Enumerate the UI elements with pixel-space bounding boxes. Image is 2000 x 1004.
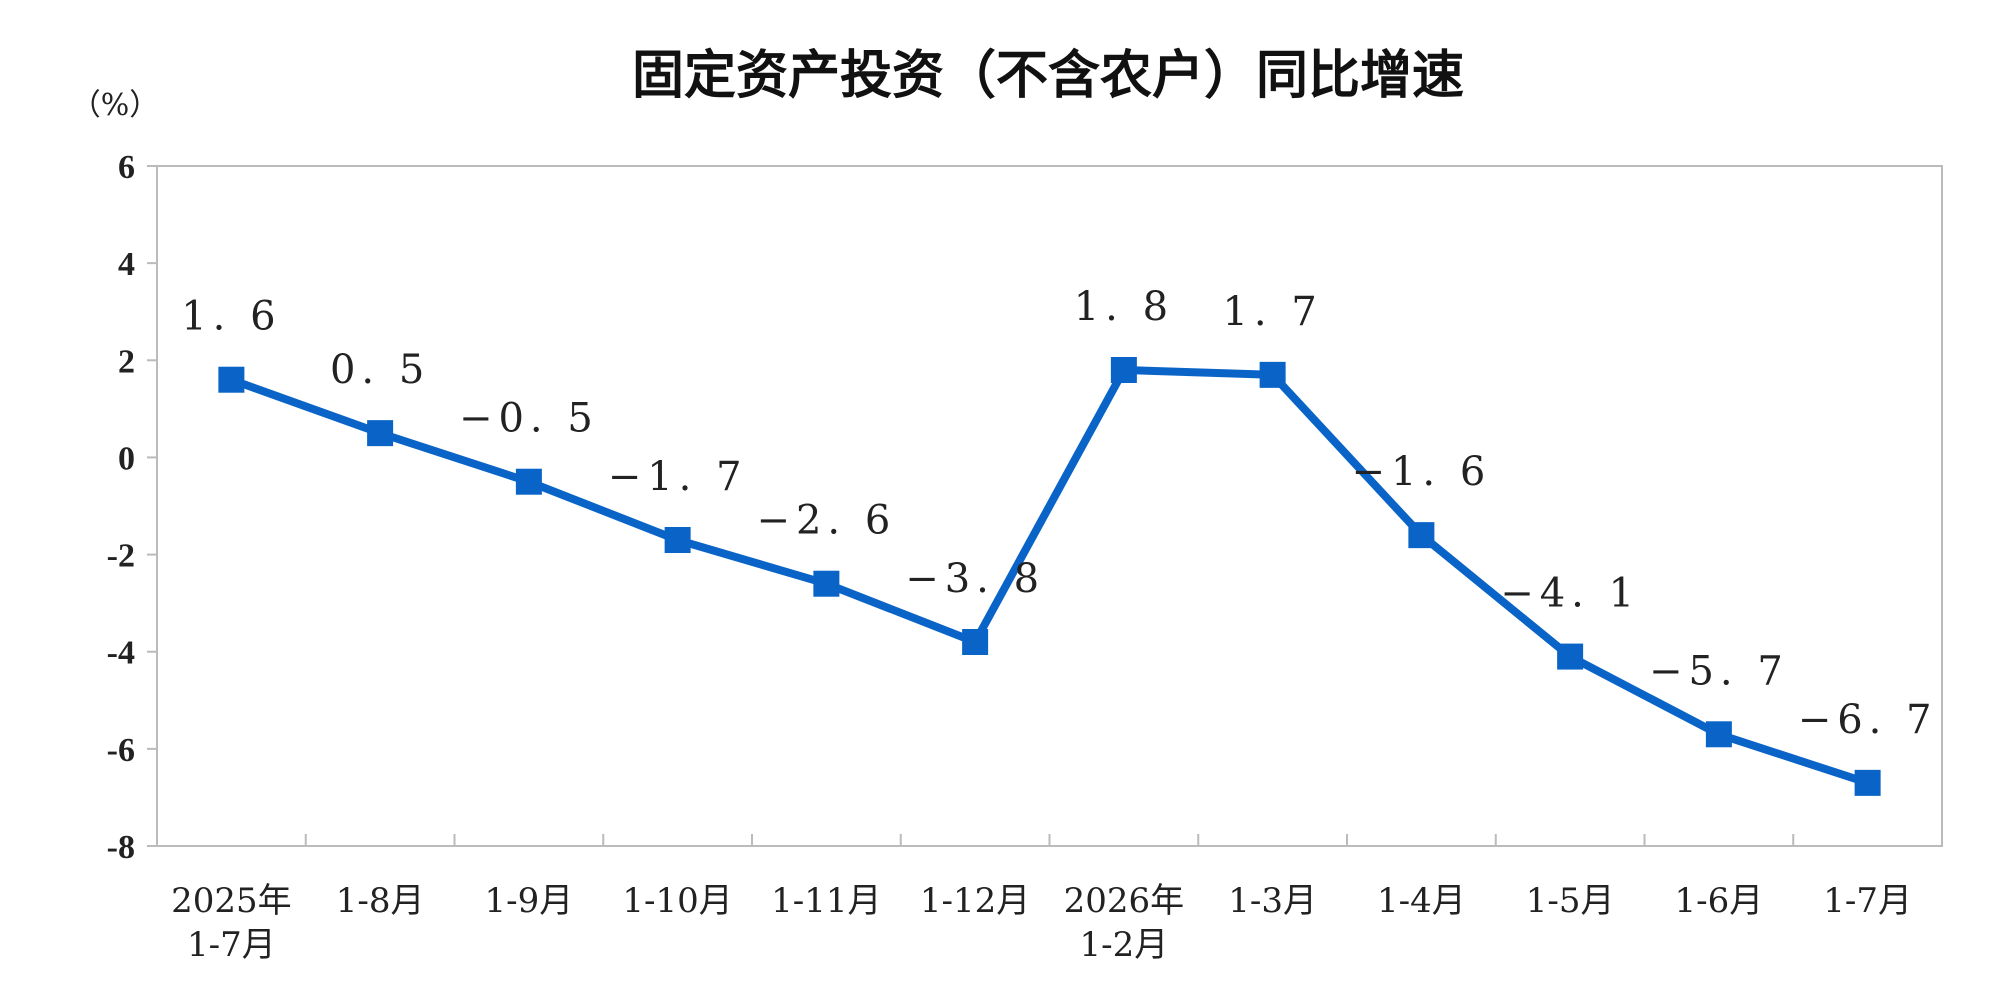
data-point-marker: [1854, 769, 1881, 796]
data-point-marker: [367, 420, 394, 447]
data-labels-group: 1. 6 0. 5 −0. 5−1. 7−2. 6−3. 8 1. 8 1. 7 −1. …: [181, 284, 1938, 743]
y-tick-label: 6: [118, 149, 135, 186]
data-label: 1. 8: [1074, 284, 1174, 330]
y-tick-label: -6: [107, 732, 135, 769]
x-tick-label-line: 1-2月: [1079, 925, 1168, 965]
x-tick-label: 1-9月: [484, 881, 573, 921]
series-group: [218, 357, 1881, 796]
x-tick-label: 1-3月: [1228, 881, 1317, 921]
y-tick-label: -4: [107, 635, 135, 672]
x-tick-label: 1-8月: [336, 881, 425, 921]
data-label: 1. 6: [181, 294, 281, 340]
x-tick-label: 1-5月: [1526, 881, 1615, 921]
x-tick-label-line: 1-4月: [1377, 881, 1466, 921]
x-tick-label-line: 1-10月: [622, 881, 732, 921]
y-axis-ticks: 6 4 2 0 -2 -4 -6 -8: [107, 149, 157, 866]
data-point-marker: [813, 570, 840, 597]
y-axis-unit-label: （%）: [71, 88, 160, 123]
x-tick-label: 2026年 1-2月: [1064, 881, 1185, 965]
x-tick-label-line: 1-5月: [1526, 881, 1615, 921]
x-tick-label: 1-11月: [771, 881, 881, 921]
data-label: −1. 7: [608, 454, 748, 500]
data-label: −6. 7: [1798, 697, 1938, 743]
x-tick-label-line: 2025年: [171, 881, 292, 921]
data-point-marker: [218, 366, 245, 393]
data-point-marker: [515, 468, 542, 495]
x-tick-label-line: 1-7月: [1823, 881, 1912, 921]
data-label: −1. 6: [1351, 449, 1491, 495]
data-label: 1. 7: [1222, 289, 1322, 335]
data-label: −0. 5: [459, 396, 599, 442]
x-tick-label-line: 1-6月: [1674, 881, 1763, 921]
data-label: −4. 1: [1500, 571, 1640, 617]
data-point-marker: [1110, 357, 1137, 383]
x-tick-label: 1-10月: [622, 881, 732, 921]
data-point-marker: [1408, 522, 1435, 549]
data-point-marker: [962, 629, 989, 655]
x-tick-label-line: 2026年: [1064, 881, 1185, 921]
chart-title: 固定资产投资（不含农户）同比增速: [632, 46, 1464, 106]
data-point-marker: [664, 527, 691, 553]
x-tick-label: 1-4月: [1377, 881, 1466, 921]
data-label: 0. 5: [330, 347, 430, 393]
y-tick-label: -2: [107, 538, 135, 575]
y-tick-label: 2: [118, 343, 135, 380]
y-tick-label: -8: [107, 829, 135, 866]
x-tick-label-line: 1-8月: [336, 881, 425, 921]
x-tick-label: 1-12月: [920, 881, 1030, 921]
data-point-marker: [1557, 643, 1584, 670]
data-point-marker: [1259, 361, 1286, 388]
x-tick-label: 2025年 1-7月: [171, 881, 292, 965]
y-tick-label: 0: [118, 440, 135, 477]
data-label: −5. 7: [1649, 648, 1789, 694]
x-tick-label: 1-6月: [1674, 881, 1763, 921]
x-tick-label-line: 1-11月: [771, 881, 881, 921]
x-axis-ticks: 2025年 1-7月1-8月 1-9月 1-10月 1-11月 1-12月 2026年 1-2…: [171, 834, 1912, 965]
x-tick-label-line: 1-9月: [484, 881, 573, 921]
y-tick-label: 4: [118, 246, 135, 283]
series-line: [227, 366, 1872, 787]
x-tick-label-line: 1-12月: [920, 881, 1030, 921]
data-point-marker: [1705, 721, 1732, 748]
x-tick-label-line: 1-3月: [1228, 881, 1317, 921]
x-tick-label: 1-7月: [1823, 881, 1912, 921]
data-label: −3. 8: [905, 556, 1045, 602]
x-tick-label-line: 1-7月: [187, 925, 276, 965]
data-label: −2. 6: [756, 498, 896, 544]
